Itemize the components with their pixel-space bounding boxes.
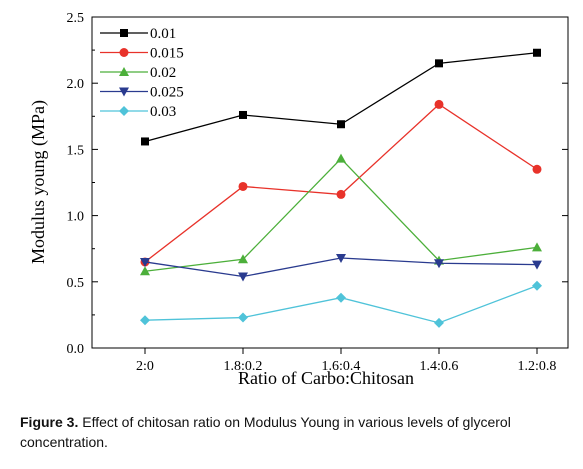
data-point: [434, 317, 444, 328]
legend-label: 0.01: [150, 26, 176, 42]
legend-label: 0.015: [150, 46, 184, 62]
y-tick-label: 1.5: [67, 143, 85, 158]
legend-label: 0.02: [150, 65, 176, 81]
data-point: [336, 292, 346, 303]
figure-label: Figure 3.: [20, 414, 79, 430]
data-point: [239, 110, 247, 119]
data-point: [238, 181, 248, 191]
legend-label: 0.03: [150, 104, 176, 120]
legend-item-3: 0.025: [100, 85, 184, 101]
y-axis-ticks: 0.0 0.5 1.0 1.5 2.0 2.5: [67, 11, 568, 357]
legend-item-2: 0.02: [100, 65, 176, 81]
legend-item-1: 0.015: [100, 46, 184, 62]
data-point: [141, 137, 149, 146]
data-point: [434, 259, 444, 269]
data-point: [336, 189, 346, 199]
y-axis-title: Modulus young (MPa): [28, 100, 49, 264]
series-3: [140, 253, 542, 282]
series-layer: [140, 48, 542, 328]
data-point: [140, 257, 150, 267]
data-point: [434, 99, 444, 109]
legend-item-0: 0.01: [100, 26, 176, 42]
legend-label: 0.025: [150, 85, 184, 101]
legend-item-4: 0.03: [100, 104, 176, 120]
x-axis-ticks: 2:0 1.8:0.2 1.6:0.4 1.4:0.6 1.2:0.8: [136, 348, 556, 374]
data-point: [140, 266, 150, 276]
y-tick-label: 2.0: [67, 77, 85, 92]
y-tick-label: 0.0: [67, 342, 85, 357]
y-tick-label: 0.5: [67, 276, 85, 291]
legend-marker: [119, 106, 129, 116]
series-0: [141, 48, 541, 146]
legend-marker: [120, 29, 128, 37]
x-axis-title: Ratio of Carbo:Chitosan: [238, 368, 414, 388]
data-point: [238, 272, 248, 282]
series-4: [140, 280, 542, 328]
figure-caption: Figure 3. Effect of chitosan ratio on Mo…: [20, 412, 568, 452]
line-chart: 0.0 0.5 1.0 1.5 2.0 2.5 2:0 1.8:0.2 1.6:0.4 1.4:…: [28, 11, 569, 388]
x-tick-label: 2:0: [136, 359, 154, 374]
data-point: [337, 120, 345, 129]
data-point: [238, 312, 248, 323]
data-point: [533, 48, 541, 57]
legend-marker: [119, 48, 129, 57]
data-point: [140, 315, 150, 326]
data-point: [435, 59, 443, 68]
data-point: [532, 260, 542, 270]
x-tick-label: 1.6:0.4: [322, 359, 361, 374]
data-point: [336, 253, 346, 263]
figure-caption-text: Effect of chitosan ratio on Modulus Youn…: [20, 414, 511, 450]
data-point: [336, 153, 346, 163]
series-line: [144, 285, 538, 324]
x-tick-label: 1.8:0.2: [224, 359, 263, 374]
data-point: [238, 254, 248, 264]
data-point: [532, 280, 542, 291]
legend: 0.01 0.015 0.02 0.025 0.03: [100, 26, 184, 120]
data-point: [532, 164, 542, 174]
x-tick-label: 1.4:0.6: [420, 359, 459, 374]
y-tick-label: 1.0: [67, 210, 85, 225]
data-point: [532, 242, 542, 252]
x-tick-label: 1.2:0.8: [518, 359, 557, 374]
y-tick-label: 2.5: [67, 11, 85, 26]
legend-marker: [119, 67, 129, 76]
series-1: [140, 99, 542, 267]
legend-marker: [119, 87, 129, 97]
